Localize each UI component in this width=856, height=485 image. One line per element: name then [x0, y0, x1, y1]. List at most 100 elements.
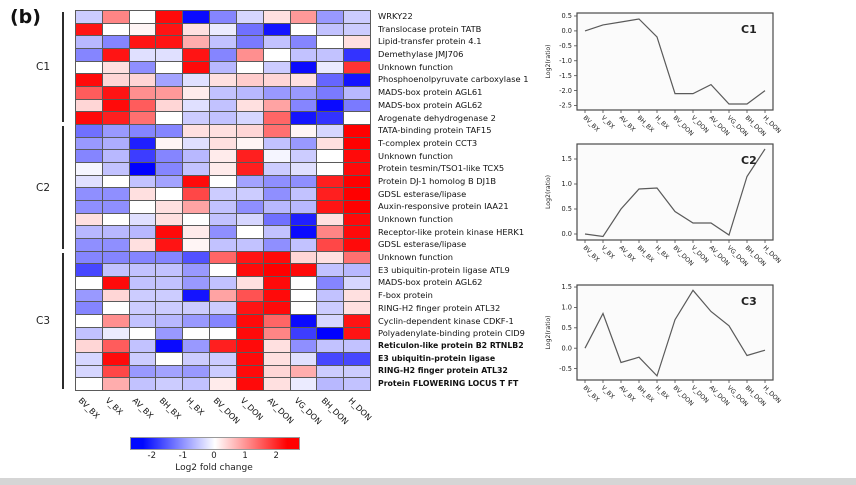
y-tick-label: 0.5 — [562, 12, 573, 20]
colorbar-tick-label: 2 — [273, 451, 279, 461]
heatmap-cell — [344, 137, 370, 150]
cluster-bracket — [62, 126, 64, 250]
heatmap-cell — [263, 112, 290, 124]
heatmap-cell — [129, 238, 156, 251]
heatmap-cell — [129, 213, 156, 226]
heatmap-cell — [290, 36, 317, 48]
heatmap-cell — [263, 175, 290, 188]
heatmap-cell — [129, 251, 156, 264]
heatmap-cell — [156, 213, 183, 226]
heatmap-cell — [102, 11, 129, 23]
colorbar-gradient — [130, 437, 300, 450]
heatmap-cell — [102, 302, 129, 314]
heatmap-cell — [156, 226, 183, 238]
heatmap-cell — [102, 340, 129, 352]
heatmap-cell — [290, 238, 317, 251]
row-label: Protein FLOWERING LOCUS T FT — [378, 378, 519, 388]
heatmap-cell — [344, 200, 370, 213]
heatmap-cell — [290, 112, 317, 124]
heatmap-cell — [183, 264, 210, 276]
x-tick-label: V_BX — [600, 384, 617, 401]
heatmap-cell — [317, 162, 344, 175]
heatmap-cell — [263, 314, 290, 327]
heatmap-cell — [102, 289, 129, 302]
heatmap-cell — [129, 188, 156, 200]
heatmap-cell — [236, 86, 263, 99]
heatmap-cell — [76, 365, 102, 378]
x-tick-label: BV_BX — [582, 384, 602, 404]
heatmap-cell — [183, 238, 210, 251]
heatmap-cell — [129, 378, 156, 390]
y-tick-label: 1.0 — [562, 304, 573, 312]
row-label: Protein tesmin/TSO1-like TCX5 — [378, 163, 505, 174]
heatmap-cell — [290, 200, 317, 213]
heatmap-cell — [76, 175, 102, 188]
heatmap-cell — [344, 251, 370, 264]
heatmap-cell — [210, 289, 236, 302]
heatmap-cell — [210, 314, 236, 327]
heatmap-cell — [210, 11, 236, 23]
heatmap-cell — [263, 36, 290, 48]
heatmap-cell — [344, 188, 370, 200]
row-label: WRKY22 — [378, 11, 413, 21]
heatmap-cell — [76, 251, 102, 264]
heatmap-cell — [102, 99, 129, 112]
heatmap-cell — [183, 289, 210, 302]
heatmap-cell — [290, 378, 317, 390]
row-label: E3 ubiquitin-protein ligase ATL9 — [378, 264, 510, 275]
heatmap-cell — [263, 137, 290, 150]
heatmap-cell — [263, 264, 290, 276]
heatmap-cell — [102, 251, 129, 264]
heatmap-cell — [102, 137, 129, 150]
heatmap-cell — [102, 365, 129, 378]
heatmap-cell — [102, 314, 129, 327]
trend-line — [584, 289, 766, 378]
heatmap-cell — [156, 48, 183, 61]
row-label: Phosphoenolpyruvate carboxylase 1 — [378, 74, 529, 85]
heatmap-cell — [236, 213, 263, 226]
heatmap-cell — [76, 112, 102, 124]
trend-line — [584, 18, 766, 105]
heatmap-cell — [290, 188, 317, 200]
heatmap-cell — [344, 36, 370, 48]
heatmap-cell — [102, 264, 129, 276]
heatmap-cell — [236, 289, 263, 302]
heatmap-row-labels: WRKY22 Translocase protein TATB Lipid-tran… — [378, 10, 546, 391]
heatmap-cell — [156, 162, 183, 175]
heatmap-cell — [290, 352, 317, 365]
heatmap-cell — [290, 137, 317, 150]
heatmap-cell — [76, 340, 102, 352]
x-tick-label: V_BX — [600, 244, 617, 261]
heatmap-cell — [317, 137, 344, 150]
heatmap-cell — [210, 48, 236, 61]
heatmap-cell — [317, 276, 344, 289]
heatmap-cell — [344, 48, 370, 61]
heatmap-cell — [156, 36, 183, 48]
x-tick-label: BH_BX — [636, 384, 656, 404]
row-label: Protein DJ-1 homolog B DJ1B — [378, 175, 497, 186]
y-tick-label: -2.5 — [559, 102, 572, 110]
heatmap-cell — [129, 99, 156, 112]
heatmap-cell — [317, 11, 344, 23]
heatmap-cell — [263, 340, 290, 352]
heatmap-cell — [236, 251, 263, 264]
heatmap-cell — [263, 200, 290, 213]
row-label: MADS-box protein AGL62 — [378, 99, 483, 110]
heatmap-cell — [129, 314, 156, 327]
heatmap-cell — [76, 99, 102, 112]
heatmap-cell — [236, 365, 263, 378]
heatmap-cell — [156, 289, 183, 302]
x-tick-label: AV_BX — [618, 384, 637, 403]
heatmap-cell — [156, 175, 183, 188]
heatmap-cell — [156, 137, 183, 150]
x-tick-label: AV_BX — [618, 244, 637, 263]
heatmap-cell — [344, 289, 370, 302]
heatmap-cell — [210, 365, 236, 378]
heatmap-cell — [210, 378, 236, 390]
heatmap-cell — [76, 11, 102, 23]
colorbar-tick-label: -2 — [147, 451, 157, 461]
heatmap-cell — [102, 124, 129, 137]
x-tick-label: H_BX — [654, 114, 671, 131]
heatmap-cell — [317, 314, 344, 327]
heatmap-cell — [210, 137, 236, 150]
